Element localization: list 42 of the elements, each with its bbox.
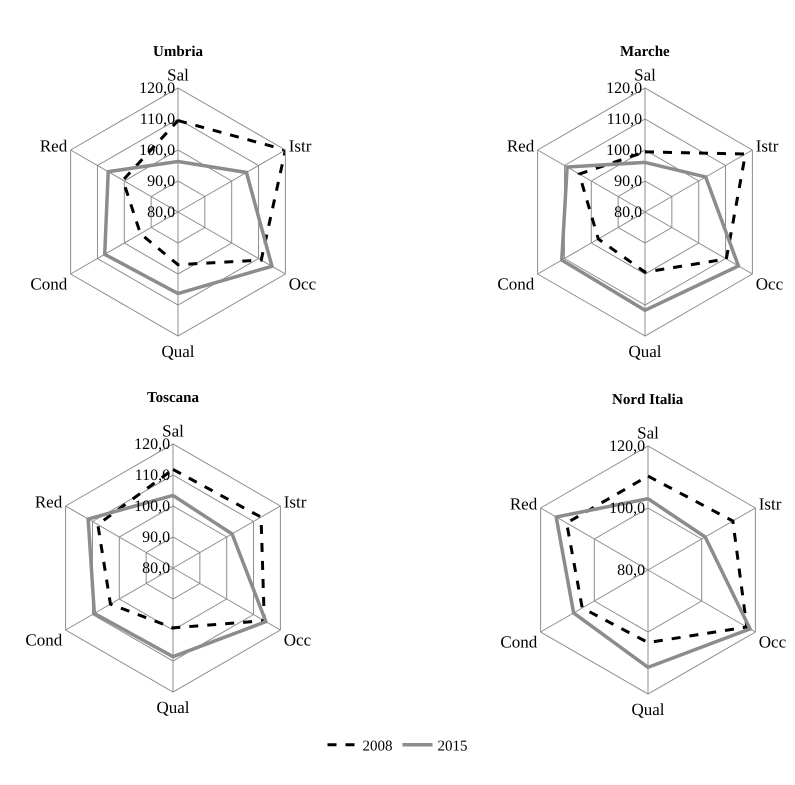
spoke-label: Occ [288,274,317,294]
y-tick-label: 110,0 [140,111,176,128]
legend-label: 2008 [362,738,392,755]
spoke-label: Red [40,136,68,156]
spoke-label: Cond [500,632,538,652]
spoke-label: Occ [756,274,784,294]
spoke-label: Cond [497,274,535,294]
chart-title: Marche [620,44,670,60]
spoke-label: Istr [284,492,307,512]
spoke-label: Istr [756,136,779,156]
y-tick-label: 120,0 [139,80,176,98]
y-tick-label: 100,0 [609,500,646,518]
y-tick-label: 90,0 [142,529,170,546]
spoke-label: Cond [30,274,68,294]
y-tick-label: 90,0 [147,173,176,190]
spoke-label: Cond [25,630,63,650]
spoke-label: Qual [631,700,665,719]
y-tick-label: 100,0 [606,142,642,160]
y-tick-label: 90,0 [614,173,642,190]
y-tick-label: 80,0 [147,204,176,222]
spoke-label: Qual [161,342,195,361]
spoke-label: Red [34,492,63,512]
y-tick-label: 110,0 [606,111,642,128]
y-tick-label: 120,0 [606,80,642,98]
y-tick-label: 80,0 [142,560,170,578]
y-tick-label: 100,0 [134,498,170,516]
chart-title: Nord Italia [612,392,684,408]
y-tick-label: 120,0 [609,438,646,456]
spoke-label: Red [506,136,535,156]
spoke-label: Qual [156,698,190,717]
spoke-label: Occ [284,630,312,650]
chart-title: Umbria [153,44,204,60]
spoke-label: Qual [628,342,662,361]
spoke-label: Istr [758,494,782,514]
y-tick-label: 80,0 [614,204,642,222]
spoke-label: Istr [288,136,312,156]
chart-title: Toscana [147,390,200,406]
y-tick-label: 80,0 [617,562,646,580]
y-tick-label: 120,0 [134,436,170,454]
legend-label: 2015 [438,738,468,755]
spoke-label: Occ [758,632,787,652]
spoke-label: Red [510,494,538,514]
